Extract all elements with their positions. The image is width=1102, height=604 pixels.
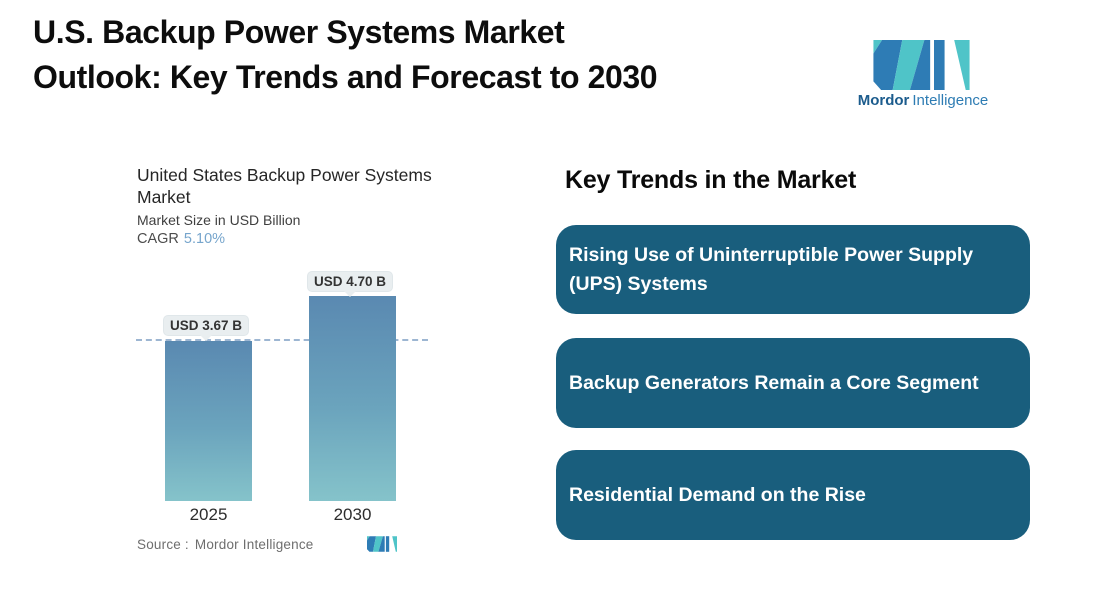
reference-dashed-line — [136, 339, 428, 341]
trend-card-residential-demand: Residential Demand on the Rise — [556, 450, 1030, 540]
brand-name-regular: Intelligence — [912, 92, 989, 109]
trends-heading: Key Trends in the Market — [565, 166, 857, 194]
chart-title-line-1: United States Backup Power Systems — [137, 165, 432, 185]
mordor-intelligence-logo-icon-small — [367, 536, 397, 552]
value-label-2030: USD 4.70 B — [307, 271, 393, 297]
bar-2025 — [165, 341, 252, 501]
mordor-intelligence-logo-icon — [873, 40, 970, 90]
cagr-value: 5.10% — [183, 231, 226, 247]
chart-cagr: CAGR 5.10% — [137, 231, 225, 247]
page-title-line-1: U.S. Backup Power Systems Market — [33, 14, 565, 50]
brand-name-bold: Mordor — [857, 92, 910, 109]
axis-label-2030: 2030 — [333, 505, 372, 524]
chart-title: United States Backup Power Systems Marke… — [137, 164, 432, 208]
value-label-2025: USD 3.67 B — [163, 315, 249, 341]
bar-2030 — [309, 296, 396, 501]
axis-label-2025: 2025 — [189, 505, 228, 524]
page-title-line-2: Outlook: Key Trends and Forecast to 2030 — [33, 59, 658, 95]
trend-card-text: Rising Use of Uninterruptible Power Supp… — [569, 243, 974, 295]
brand-logo: Mordor Intelligence — [858, 40, 988, 109]
cagr-label: CAGR — [137, 231, 179, 247]
source-label: Source : — [137, 537, 189, 552]
chart-title-line-2: Market — [137, 187, 191, 207]
page-title: U.S. Backup Power Systems Market Outlook… — [33, 10, 658, 100]
trend-card-ups-systems: Rising Use of Uninterruptible Power Supp… — [556, 225, 1030, 314]
source-attribution: Source : Mordor Intelligence — [137, 537, 314, 552]
mini-brand-logo — [367, 536, 397, 552]
trend-card-text: Residential Demand on the Rise — [569, 483, 866, 506]
trend-card-backup-generators: Backup Generators Remain a Core Segment — [556, 338, 1030, 428]
brand-logo-text: Mordor Intelligence — [855, 92, 991, 109]
trend-card-text: Backup Generators Remain a Core Segment — [569, 371, 979, 394]
source-value: Mordor Intelligence — [194, 537, 314, 552]
chart-subtitle: Market Size in USD Billion — [137, 212, 301, 228]
